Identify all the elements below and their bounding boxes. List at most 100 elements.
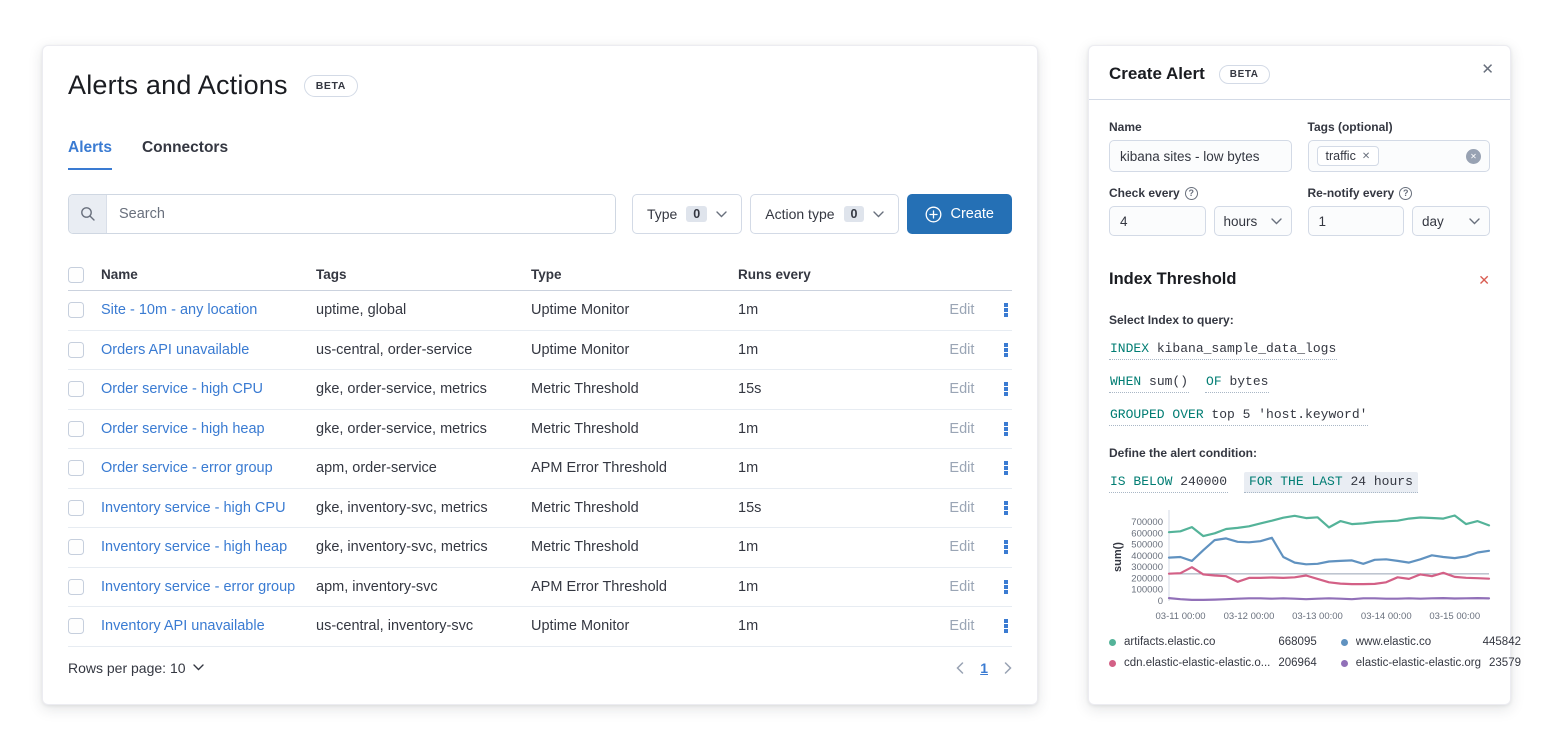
alert-name-link[interactable]: Order service - high heap: [101, 421, 316, 437]
alert-name-link[interactable]: Orders API unavailable: [101, 342, 316, 358]
row-checkbox[interactable]: [68, 579, 84, 595]
alert-name-link[interactable]: Site - 10m - any location: [101, 302, 316, 318]
name-tags-row: Name Tags (optional) traffic ✕ ✕: [1109, 120, 1490, 172]
actions-menu-icon[interactable]: [1000, 300, 1012, 320]
expression-line: IS BELOW 240000 FOR THE LAST 24 hours: [1109, 472, 1490, 493]
actions-menu-icon[interactable]: [1000, 458, 1012, 478]
tab-connectors[interactable]: Connectors: [142, 139, 228, 170]
expression-of[interactable]: OF bytes: [1205, 372, 1269, 393]
expression-when[interactable]: WHEN sum(): [1109, 372, 1189, 393]
renotify-input[interactable]: [1308, 206, 1405, 236]
check-every-input[interactable]: [1109, 206, 1206, 236]
chart-legend-item[interactable]: www.elastic.co445842: [1341, 636, 1521, 648]
edit-link[interactable]: Edit: [949, 302, 974, 318]
type-filter-button[interactable]: Type 0: [632, 194, 742, 234]
actions-menu-icon[interactable]: [1000, 379, 1012, 399]
chart-legend-item[interactable]: cdn.elastic-elastic-elastic.o...206964: [1109, 657, 1317, 669]
create-button[interactable]: Create: [907, 194, 1012, 234]
select-all-checkbox[interactable]: [68, 267, 84, 283]
check-every-unit-value: hours: [1224, 214, 1258, 229]
expression-for-the-last[interactable]: FOR THE LAST 24 hours: [1244, 472, 1418, 493]
legend-series-value: 23579: [1489, 657, 1521, 669]
help-icon[interactable]: ?: [1399, 187, 1412, 200]
row-checkbox[interactable]: [68, 421, 84, 437]
next-page-icon[interactable]: [1004, 662, 1012, 674]
alert-type: APM Error Threshold: [531, 460, 738, 476]
help-icon[interactable]: ?: [1185, 187, 1198, 200]
alert-name-input[interactable]: [1109, 140, 1292, 172]
condition-label: Define the alert condition:: [1109, 446, 1490, 460]
actions-menu-icon[interactable]: [1000, 419, 1012, 439]
row-checkbox[interactable]: [68, 342, 84, 358]
row-checkbox[interactable]: [68, 302, 84, 318]
alert-type-header: Index Threshold ✕: [1109, 270, 1490, 289]
tag-pill[interactable]: traffic ✕: [1317, 146, 1380, 166]
alert-type: Uptime Monitor: [531, 302, 738, 318]
action-type-filter-button[interactable]: Action type 0: [750, 194, 899, 234]
edit-link[interactable]: Edit: [949, 539, 974, 555]
action-type-filter-count: 0: [844, 206, 865, 222]
chart-legend-item[interactable]: elastic-elastic-elastic.org 23579: [1341, 657, 1521, 669]
alert-runs-every: 1m: [738, 618, 942, 634]
row-checkbox[interactable]: [68, 460, 84, 476]
row-checkbox[interactable]: [68, 500, 84, 516]
expression-line: WHEN sum() OF bytes: [1109, 372, 1490, 393]
table-row: Inventory service - error group apm, inv…: [68, 568, 1012, 608]
table-row: Order service - error group apm, order-s…: [68, 449, 1012, 489]
y-tick-label: 500000: [1131, 540, 1163, 551]
alert-name-link[interactable]: Inventory API unavailable: [101, 618, 316, 634]
expression-index[interactable]: INDEX kibana_sample_data_logs: [1109, 339, 1337, 360]
plus-in-circle-icon: [925, 206, 942, 223]
chart-legend-item[interactable]: artifacts.elastic.co668095: [1109, 636, 1317, 648]
actions-menu-icon[interactable]: [1000, 498, 1012, 518]
alert-runs-every: 15s: [738, 500, 942, 516]
flyout-header: Create Alert BETA ✕: [1109, 64, 1490, 84]
remove-tag-icon[interactable]: ✕: [1362, 151, 1370, 162]
legend-series-name: elastic-elastic-elastic.org: [1356, 657, 1481, 669]
previous-page-icon[interactable]: [956, 662, 964, 674]
table-row: Site - 10m - any location uptime, global…: [68, 291, 1012, 331]
tab-alerts[interactable]: Alerts: [68, 139, 112, 170]
create-alert-flyout: Create Alert BETA ✕ Name Tags (optional)…: [1088, 45, 1511, 705]
type-filter-label: Type: [647, 206, 677, 222]
toolbar: Type 0 Action type 0 Create: [68, 194, 1012, 234]
rows-per-page-button[interactable]: Rows per page: 10: [68, 660, 204, 676]
row-checkbox[interactable]: [68, 618, 84, 634]
edit-link[interactable]: Edit: [949, 342, 974, 358]
close-icon[interactable]: ✕: [1481, 62, 1494, 77]
expression-grouped-over[interactable]: GROUPED OVER top 5 'host.keyword': [1109, 405, 1368, 426]
edit-link[interactable]: Edit: [949, 421, 974, 437]
edit-link[interactable]: Edit: [949, 460, 974, 476]
legend-series-value: 668095: [1278, 636, 1316, 648]
alert-name-link[interactable]: Inventory service - high heap: [101, 539, 316, 555]
legend-series-name: www.elastic.co: [1356, 636, 1475, 648]
alert-name-link[interactable]: Inventory service - high CPU: [101, 500, 316, 516]
actions-menu-icon[interactable]: [1000, 537, 1012, 557]
edit-link[interactable]: Edit: [949, 500, 974, 516]
tags-combobox[interactable]: traffic ✕ ✕: [1308, 140, 1491, 172]
actions-menu-icon[interactable]: [1000, 616, 1012, 636]
check-every-unit-select[interactable]: hours: [1214, 206, 1292, 236]
select-index-label: Select Index to query:: [1109, 313, 1490, 327]
page-number[interactable]: 1: [980, 660, 988, 676]
search-input[interactable]: [107, 195, 615, 233]
remove-alert-type-icon[interactable]: ✕: [1478, 273, 1490, 287]
row-checkbox[interactable]: [68, 539, 84, 555]
table-header-row: Name Tags Type Runs every: [68, 259, 1012, 291]
alert-name-link[interactable]: Order service - error group: [101, 460, 316, 476]
alert-name-link[interactable]: Inventory service - error group: [101, 579, 316, 595]
y-axis-label: sum(): [1112, 542, 1124, 572]
alert-type: Metric Threshold: [531, 381, 738, 397]
renotify-unit-select[interactable]: day: [1412, 206, 1490, 236]
actions-menu-icon[interactable]: [1000, 340, 1012, 360]
alert-name-link[interactable]: Order service - high CPU: [101, 381, 316, 397]
edit-link[interactable]: Edit: [949, 579, 974, 595]
row-checkbox[interactable]: [68, 381, 84, 397]
actions-menu-icon[interactable]: [1000, 577, 1012, 597]
edit-link[interactable]: Edit: [949, 381, 974, 397]
clear-tags-icon[interactable]: ✕: [1466, 149, 1481, 164]
edit-link[interactable]: Edit: [949, 618, 974, 634]
expression-is-below[interactable]: IS BELOW 240000: [1109, 472, 1228, 493]
x-tick-label: 03-12 00:00: [1224, 611, 1275, 622]
alert-tags: gke, inventory-svc, metrics: [316, 500, 531, 516]
